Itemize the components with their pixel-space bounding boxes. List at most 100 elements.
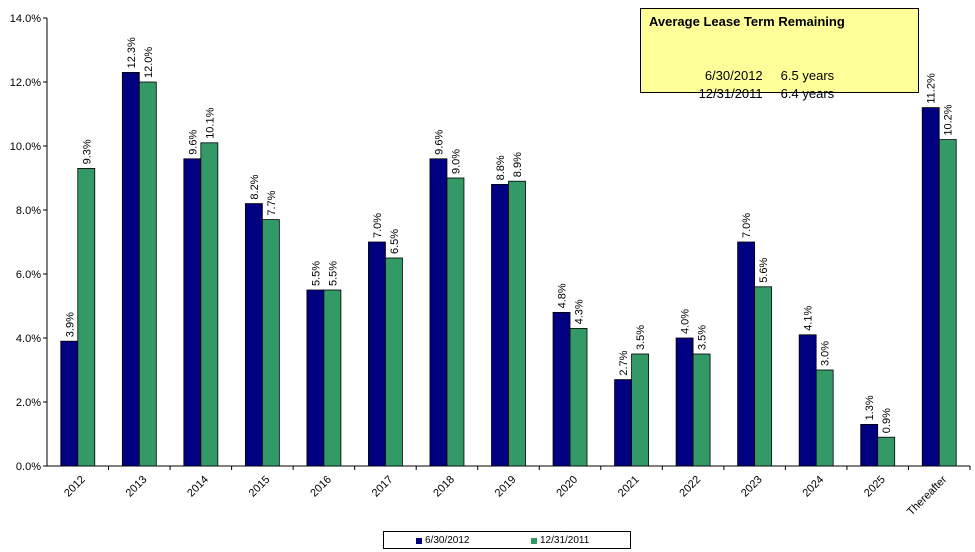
y-tick-label: 8.0%	[16, 205, 41, 217]
data-label: 10.2%	[943, 104, 955, 135]
x-category-label: 2021	[616, 474, 642, 500]
x-category-label: 2025	[862, 474, 888, 500]
data-label: 9.6%	[433, 130, 445, 155]
bar-series-2	[754, 286, 773, 467]
x-category-label: 2018	[431, 474, 457, 500]
x-category-label: 2019	[493, 474, 519, 500]
bar-series-2	[508, 180, 526, 467]
bar-series-1	[798, 334, 817, 467]
data-label: 7.7%	[266, 190, 278, 215]
legend-item-series-1: 6/30/2012	[416, 535, 470, 546]
info-row-date: 12/31/2011	[698, 86, 763, 101]
y-tick-label: 4.0%	[16, 333, 41, 345]
data-label: 5.5%	[310, 261, 322, 286]
bar-series-1	[552, 311, 571, 467]
data-label: 7.0%	[372, 213, 384, 238]
info-row-1: 6/30/2012 6.5 years	[651, 53, 834, 98]
data-label: 3.9%	[64, 312, 76, 337]
x-category-label: 2020	[554, 474, 580, 500]
bar-series-2	[877, 436, 896, 467]
info-row-2: 12/31/2011 6.4 years	[651, 71, 835, 116]
bar-series-1	[60, 340, 79, 467]
data-label: 6.5%	[389, 229, 401, 254]
bar-series-2	[200, 142, 219, 467]
legend-swatch	[531, 537, 537, 544]
legend: 6/30/2012 12/31/2011	[383, 531, 631, 549]
bar-series-2	[569, 327, 588, 467]
bar-series-1	[121, 72, 140, 467]
bar-series-1	[921, 107, 940, 467]
x-category-label: 2022	[677, 474, 703, 500]
legend-label: 12/31/2011	[540, 535, 590, 546]
bar-series-2	[815, 369, 834, 467]
bar-series-1	[368, 241, 386, 467]
data-label: 1.3%	[864, 395, 876, 420]
bar-series-2	[261, 219, 280, 467]
info-row-value: 6.5 years	[780, 68, 835, 83]
x-category-label: 2015	[247, 474, 273, 500]
data-label: 0.9%	[881, 408, 893, 433]
bar-series-2	[446, 177, 465, 467]
data-label: 5.6%	[758, 258, 770, 283]
data-label: 5.5%	[327, 261, 339, 286]
y-tick-label: 12.0%	[10, 77, 41, 89]
data-label: 4.3%	[574, 299, 586, 324]
bar-series-1	[614, 379, 632, 467]
data-label: 2.7%	[618, 350, 630, 375]
info-row-value: 6.4 years	[780, 86, 835, 101]
data-label: 9.3%	[81, 139, 93, 164]
average-lease-term-box: Average Lease Term Remaining 6/30/2012 6.…	[640, 8, 919, 101]
data-label: 11.2%	[926, 73, 938, 104]
info-box-title: Average Lease Term Remaining	[649, 14, 845, 29]
x-category-label: 2012	[62, 474, 88, 500]
data-label: 3.5%	[635, 325, 647, 350]
x-category-label: 2013	[124, 474, 150, 500]
bar-series-1	[491, 183, 509, 467]
bar-series-1	[429, 158, 448, 467]
x-category-label: Thereafter	[905, 473, 950, 518]
data-label: 3.0%	[820, 341, 832, 366]
x-category-label: 2023	[739, 474, 765, 500]
bar-series-1	[244, 203, 263, 467]
bar-series-2	[631, 353, 649, 467]
data-label: 12.0%	[143, 47, 155, 78]
bar-series-2	[323, 289, 342, 467]
data-label: 4.1%	[803, 306, 815, 331]
x-category-label: 2024	[800, 474, 826, 500]
y-tick-label: 10.0%	[10, 141, 41, 153]
y-tick-label: 6.0%	[16, 269, 41, 281]
bar-series-1	[306, 289, 325, 467]
bar-series-2	[77, 167, 96, 467]
bar-series-1	[737, 241, 756, 467]
data-label: 4.8%	[557, 283, 569, 308]
data-label: 8.8%	[495, 155, 507, 180]
data-label: 9.6%	[187, 130, 199, 155]
data-label: 10.1%	[204, 107, 216, 138]
data-label: 12.3%	[126, 37, 138, 68]
y-tick-label: 14.0%	[10, 13, 41, 25]
y-tick-label: 2.0%	[16, 397, 41, 409]
data-label: 3.5%	[697, 325, 709, 350]
data-label: 8.9%	[512, 152, 524, 177]
legend-swatch	[416, 537, 422, 544]
x-category-label: 2017	[370, 474, 396, 500]
bar-series-1	[675, 337, 694, 467]
legend-label: 6/30/2012	[425, 535, 470, 546]
data-label: 8.2%	[249, 174, 261, 199]
bar-series-1	[183, 158, 202, 467]
bar-series-2	[138, 81, 157, 467]
legend-item-series-2: 12/31/2011	[531, 535, 589, 546]
info-row-date: 6/30/2012	[704, 68, 763, 83]
data-label: 7.0%	[741, 213, 753, 238]
bar-series-2	[692, 353, 711, 467]
x-category-label: 2014	[185, 474, 211, 500]
data-label: 9.0%	[450, 149, 462, 174]
bar-series-2	[938, 139, 957, 467]
y-tick-label: 0.0%	[16, 461, 41, 473]
x-category-label: 2016	[308, 474, 334, 500]
bar-series-2	[385, 257, 403, 467]
data-label: 4.0%	[680, 309, 692, 334]
bar-series-1	[860, 423, 879, 467]
